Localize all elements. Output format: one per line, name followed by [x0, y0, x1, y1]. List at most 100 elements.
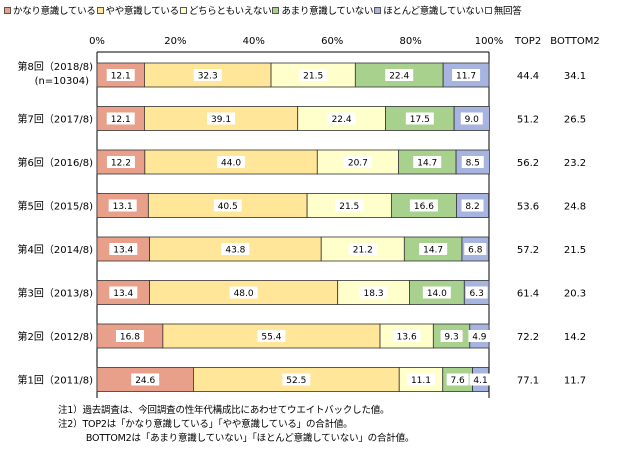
value-label-box	[413, 156, 442, 168]
footnote-2: 注2）TOP2は「かなり意識している」「やや意識している」の合計値。	[58, 419, 353, 430]
legend-swatch	[4, 6, 11, 14]
value-label-box	[406, 373, 435, 386]
value-label-box	[282, 373, 311, 386]
value-label-box	[108, 199, 137, 212]
value-label: 13.1	[113, 202, 133, 212]
category-label: 第2回（2012/8)	[18, 330, 94, 343]
value-label: 44.0	[221, 159, 241, 169]
value-label: 7.6	[450, 376, 465, 386]
value-label: 21.5	[303, 72, 323, 82]
value-label: 13.6	[397, 333, 417, 343]
legend-label: 無回答	[493, 6, 522, 17]
legend-swatch	[374, 6, 382, 14]
value-label-box	[419, 243, 448, 255]
value-label: 9.3	[444, 333, 458, 343]
x-tick-label: 100%	[475, 36, 504, 47]
value-label-box	[335, 199, 364, 212]
value-label: 17.5	[410, 115, 430, 125]
value-label: 18.3	[364, 289, 384, 299]
value-label: 14.0	[427, 289, 447, 299]
footnote-3: BOTTOM2は「あまり意識していない」「ほとんど意識していない」の合計値。	[58, 433, 415, 444]
legend-swatch	[96, 6, 104, 14]
value-label: 39.1	[211, 115, 231, 125]
value-label-box	[109, 243, 138, 255]
category-label: 第3回（2013/8)	[18, 287, 94, 300]
value-label-box	[460, 112, 483, 125]
value-label: 14.7	[423, 246, 443, 256]
value-label: 24.6	[135, 376, 155, 386]
category-sublabel: (n=10304)	[35, 76, 89, 87]
category-label: 第6回（2016/8)	[18, 156, 94, 169]
value-label-box	[464, 243, 487, 255]
footnotes: 注1）過去調査は、今回調査の性年代構成比にあわせてウエイトバックした値。 注2）…	[58, 404, 614, 446]
legend-label: やや意識している	[105, 6, 180, 17]
value-label-box	[115, 330, 144, 342]
bar-segment	[297, 106, 386, 131]
summary-header: TOP2	[514, 36, 541, 47]
stacked-bar-chart: 0% 20% 40% 60% 80% 100% TOP2 BOTTOM2 第8回（2018/8)…	[18, 36, 600, 398]
legend-item: どちらともいえない	[179, 3, 272, 17]
chart-legend: かなり意識している やや意識している どちらともいえない あまり意識していない ほとんど…	[4, 3, 616, 17]
value-label: 9.0	[465, 115, 480, 125]
category-label: 第4回（2014/8)	[18, 243, 94, 256]
bar-segment	[398, 149, 457, 175]
x-tick-label: 80%	[399, 36, 421, 47]
value-label: 52.5	[286, 376, 306, 386]
value-label-box	[359, 286, 388, 299]
value-label: 22.4	[332, 115, 352, 125]
x-tick-label: 40%	[243, 36, 265, 47]
value-label-box	[440, 330, 463, 342]
value-label-box	[343, 156, 372, 168]
value-label-box	[106, 69, 135, 81]
value-label-box	[213, 199, 242, 212]
value-label-box	[469, 373, 492, 386]
value-label-box	[229, 286, 258, 299]
value-label: 4.9	[472, 333, 487, 343]
value-label: 6.3	[469, 289, 483, 299]
summary-value: 11.7	[564, 376, 586, 387]
legend-item: 無回答	[484, 3, 522, 17]
value-label: 4.1	[473, 376, 487, 386]
value-label: 55.4	[261, 333, 281, 343]
summary-value: 61.4	[517, 289, 539, 300]
legend-swatch	[179, 6, 187, 14]
summary-value: 53.6	[517, 202, 539, 213]
value-label-box	[131, 373, 160, 386]
value-label-box	[327, 112, 356, 125]
legend-item: やや意識している	[96, 3, 180, 17]
value-label: 48.0	[234, 289, 254, 299]
value-label-box	[446, 373, 469, 386]
value-label: 32.3	[198, 72, 218, 82]
x-tick-label: 20%	[164, 36, 186, 47]
value-label-box	[385, 69, 414, 81]
legend-swatch	[272, 6, 280, 14]
category-label: 第5回（2015/8)	[18, 200, 94, 213]
legend-label: あまり意識していない	[281, 6, 374, 17]
value-label-box	[452, 69, 481, 81]
value-label: 21.5	[339, 202, 359, 212]
value-label: 11.7	[456, 72, 476, 82]
value-label-box	[409, 199, 438, 212]
value-label: 22.4	[389, 72, 409, 82]
value-label: 6.8	[468, 246, 483, 256]
summary-value: 44.4	[517, 71, 539, 82]
value-label: 8.5	[466, 159, 480, 169]
value-label-box	[106, 156, 135, 168]
value-label-box	[468, 330, 491, 342]
category-label: 第7回（2017/8)	[18, 113, 94, 126]
value-label-box	[461, 199, 484, 212]
legend-item: ほとんど意識していない	[374, 3, 484, 17]
value-label: 20.7	[348, 159, 368, 169]
x-tick-label: 0%	[89, 36, 105, 47]
value-label-box	[422, 286, 451, 299]
summary-value: 14.2	[564, 332, 586, 343]
value-label: 13.4	[113, 246, 133, 256]
value-label-box	[109, 286, 138, 299]
summary-value: 21.5	[564, 245, 586, 256]
summary-value: 26.5	[564, 115, 586, 126]
value-label-box	[106, 112, 135, 125]
summary-value: 56.2	[517, 158, 539, 169]
value-label: 12.1	[111, 72, 131, 82]
value-label-box	[217, 156, 246, 168]
value-label-box	[405, 112, 434, 125]
